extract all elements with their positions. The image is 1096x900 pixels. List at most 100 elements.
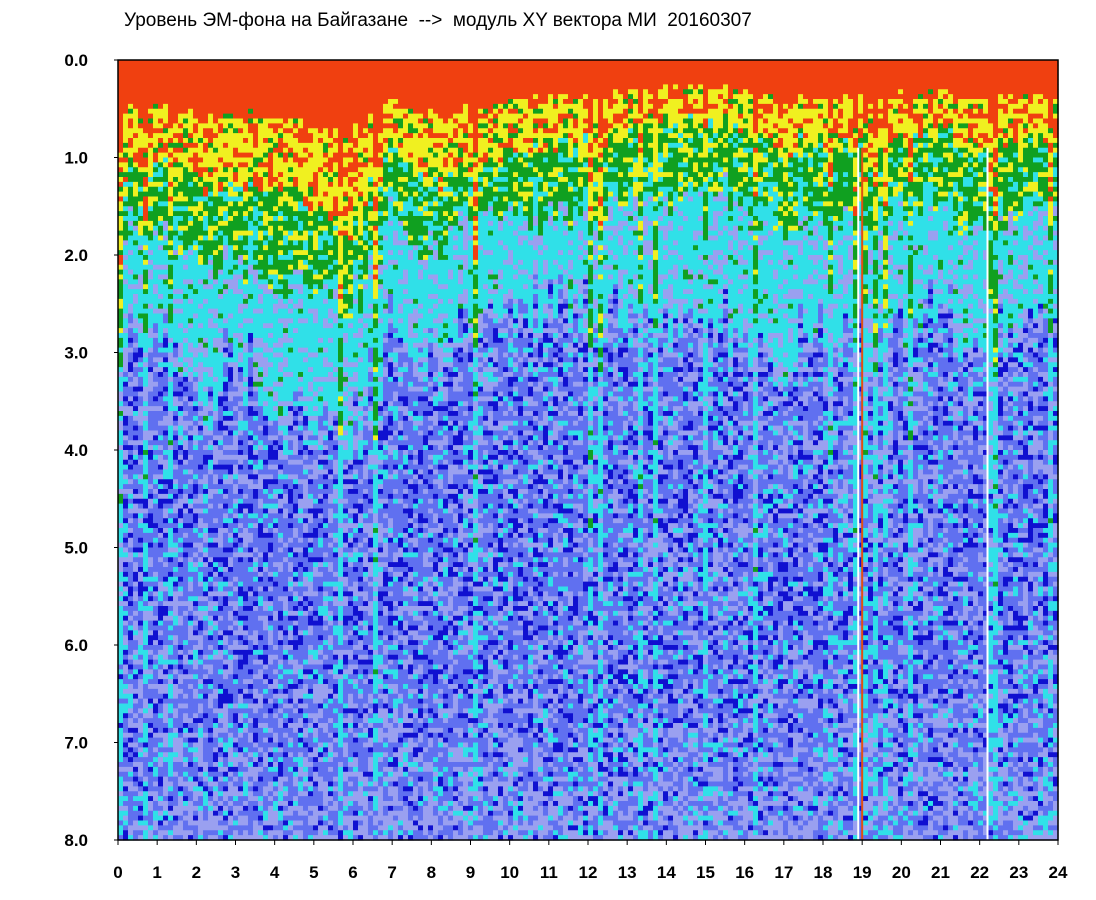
heat-cell: [153, 382, 159, 387]
heat-cell: [158, 387, 164, 392]
heat-cell: [183, 138, 189, 143]
heat-cell: [268, 362, 274, 367]
heat-cell: [238, 733, 244, 738]
heat-cell: [138, 538, 144, 543]
heat-cell: [238, 752, 244, 757]
heat-cell: [248, 611, 254, 616]
heat-cell: [213, 143, 219, 148]
heat-cell: [228, 455, 234, 460]
heat-cell: [173, 655, 179, 660]
heat-cell: [218, 738, 224, 743]
heat-cell: [203, 114, 209, 119]
heat-cell: [143, 484, 149, 489]
heat-cell: [233, 669, 239, 674]
heat-cell: [263, 123, 269, 128]
heat-cell: [168, 518, 174, 523]
heat-cell: [193, 772, 199, 777]
heat-cell: [243, 70, 249, 75]
heat-cell: [148, 250, 154, 255]
heat-cell: [213, 708, 219, 713]
heat-cell: [193, 367, 199, 372]
heat-cell: [208, 309, 214, 314]
heat-cell: [173, 606, 179, 611]
heat-cell: [158, 445, 164, 450]
heat-cell: [168, 392, 174, 397]
heat-cell: [213, 518, 219, 523]
heat-cell: [238, 450, 244, 455]
heat-cell: [138, 309, 144, 314]
heat-cell: [248, 167, 254, 172]
heat-cell: [243, 236, 249, 241]
heat-cell: [248, 221, 254, 226]
heat-cell: [273, 80, 279, 85]
heat-cell: [263, 552, 269, 557]
heat-cell: [168, 718, 174, 723]
heat-cell: [188, 279, 194, 284]
heat-cell: [133, 747, 139, 752]
heat-cell: [268, 431, 274, 436]
heat-cell: [128, 265, 134, 270]
heat-cell: [228, 601, 234, 606]
heat-cell: [138, 226, 144, 231]
heat-cell: [148, 694, 154, 699]
heat-cell: [148, 270, 154, 275]
heat-cell: [143, 635, 149, 640]
heat-cell: [198, 201, 204, 206]
heat-cell: [258, 294, 264, 299]
heat-cell: [133, 236, 139, 241]
heat-cell: [193, 275, 199, 280]
heat-cell: [238, 786, 244, 791]
heat-cell: [128, 601, 134, 606]
heat-cell: [253, 250, 259, 255]
heat-cell: [203, 582, 209, 587]
heat-cell: [253, 747, 259, 752]
heat-cell: [208, 148, 214, 153]
heat-cell: [148, 123, 154, 128]
heat-cell: [208, 733, 214, 738]
heat-cell: [198, 645, 204, 650]
heat-cell: [173, 533, 179, 538]
heat-cell: [158, 240, 164, 245]
heat-cell: [248, 119, 254, 124]
heat-cell: [248, 270, 254, 275]
heat-cell: [143, 314, 149, 319]
heat-cell: [243, 801, 249, 806]
heat-cell: [223, 172, 229, 177]
heat-cell: [248, 133, 254, 138]
heat-cell: [118, 699, 124, 704]
heat-cell: [213, 265, 219, 270]
heat-cell: [218, 596, 224, 601]
heat-cell: [208, 572, 214, 577]
heat-cell: [118, 548, 124, 553]
heat-cell: [208, 504, 214, 509]
heat-cell: [203, 128, 209, 133]
heat-cell: [153, 640, 159, 645]
heat-cell: [118, 650, 124, 655]
heat-cell: [163, 435, 169, 440]
heat-cell: [153, 192, 159, 197]
heat-cell: [243, 128, 249, 133]
heat-cell: [238, 421, 244, 426]
heat-cell: [158, 250, 164, 255]
heat-cell: [218, 362, 224, 367]
heat-cell: [163, 582, 169, 587]
heat-cell: [168, 362, 174, 367]
heat-cell: [148, 552, 154, 557]
heat-cell: [173, 470, 179, 475]
heat-cell: [228, 772, 234, 777]
heat-cell: [153, 265, 159, 270]
heat-cell: [118, 318, 124, 323]
heat-cell: [203, 392, 209, 397]
heat-cell: [218, 601, 224, 606]
heat-cell: [243, 289, 249, 294]
heat-cell: [228, 821, 234, 826]
heat-cell: [198, 314, 204, 319]
heat-cell: [143, 192, 149, 197]
heat-cell: [263, 796, 269, 801]
heat-cell: [163, 591, 169, 596]
heat-cell: [268, 494, 274, 499]
heat-cell: [223, 104, 229, 109]
heat-cell: [163, 596, 169, 601]
heat-cell: [223, 260, 229, 265]
heat-cell: [178, 323, 184, 328]
